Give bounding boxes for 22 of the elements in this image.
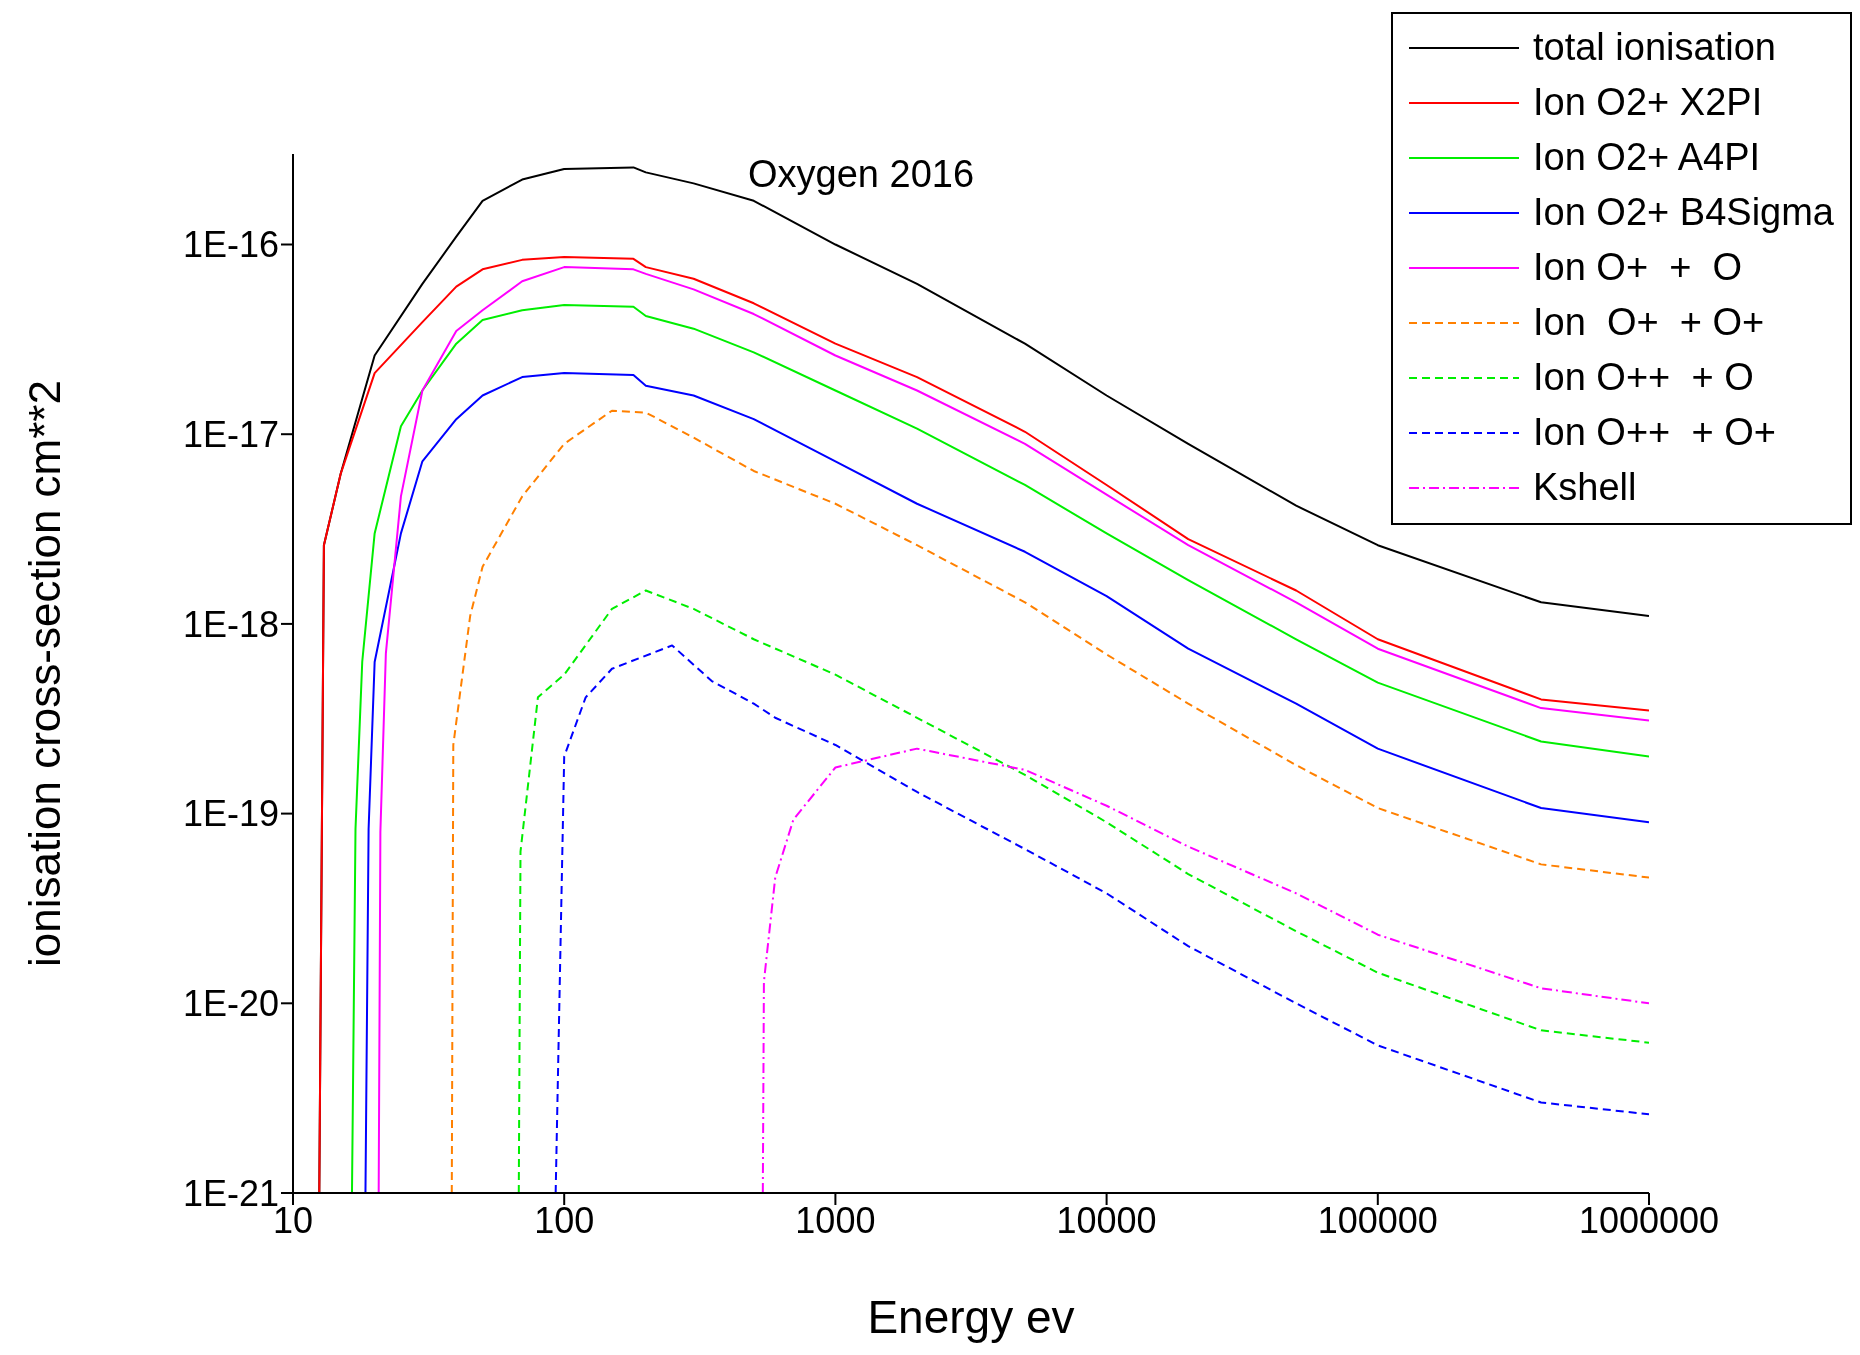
y-tick-label: 1E-17 <box>182 413 279 455</box>
x-axis-title: Energy ev <box>867 1291 1075 1343</box>
y-tick-label: 1E-20 <box>182 983 279 1025</box>
x-tick-label: 1000000 <box>1578 1199 1720 1241</box>
y-axis-title: ionisation cross-section cm**2 <box>19 380 69 967</box>
legend-label: Ion O++ + O <box>1532 356 1754 399</box>
legend-label: Ion O++ + O+ <box>1532 411 1776 454</box>
x-tick-label: 100000 <box>1317 1199 1438 1241</box>
legend-label: Ion O2+ X2PI <box>1532 81 1763 124</box>
y-tick-label: 1E-19 <box>182 793 279 835</box>
legend-label: Ion O+ + O+ <box>1532 301 1765 344</box>
x-tick-label: 1000 <box>795 1199 876 1241</box>
legend-label: Ion O+ + O <box>1532 246 1743 289</box>
y-tick-label: 1E-16 <box>182 224 279 266</box>
chart-title: Oxygen 2016 <box>748 153 975 196</box>
x-tick-label: 10000 <box>1056 1199 1157 1241</box>
y-tick-label: 1E-18 <box>182 603 279 645</box>
legend-label: total ionisation <box>1532 26 1776 69</box>
legend-label: Ion O2+ B4Sigma <box>1532 191 1834 234</box>
legend-label: Ion O2+ A4PI <box>1532 136 1761 179</box>
legend-label: Kshell <box>1532 466 1637 509</box>
x-tick-label: 100 <box>534 1199 595 1241</box>
